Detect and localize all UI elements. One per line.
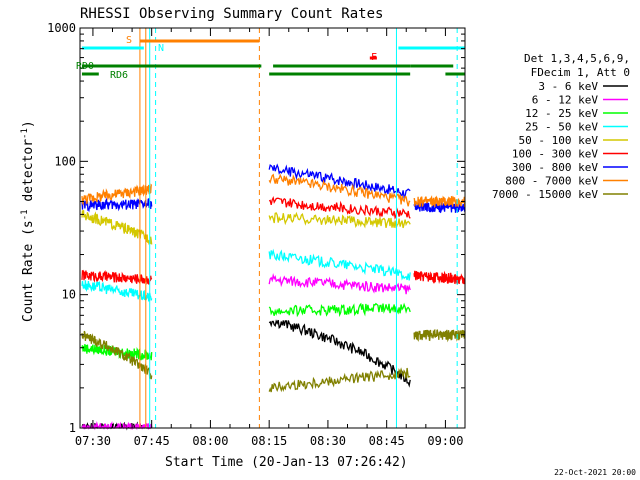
series-line-6-12keV [268,272,411,295]
x-tick-label: 09:00 [427,434,463,448]
annotations: S N F RD0 RD6 [76,35,377,81]
vertical-lines-layer [139,28,458,428]
y-label-part3: ) [21,120,36,128]
y-tick-label: 1000 [47,21,76,35]
legend-label: 300 - 800 keV [512,161,598,174]
night-flag-label: N [158,43,164,54]
x-tick-label: 08:30 [310,434,346,448]
series-line-7000-15000keV [413,329,466,343]
legend-label: 7000 - 15000 keV [492,188,598,201]
legend-label: 800 - 7000 keV [505,175,598,188]
legend-label: 25 - 50 keV [525,121,598,134]
legend-header-line2: FDecim 1, Att 0 [531,66,630,79]
x-tick-label: 08:00 [192,434,228,448]
series-line-800-7000keV [268,173,411,207]
legend-label: 6 - 12 keV [532,94,599,107]
series-line-25-50keV [268,248,411,281]
y-label-sup1: -1 [20,209,30,220]
series-line-100-300keV [268,195,411,220]
x-tick-label: 07:45 [134,434,170,448]
legend-label: 50 - 100 keV [519,134,599,147]
series-line-3-6keV [268,319,411,388]
series-line-50-100keV [268,211,411,229]
y-axis: 1 10 100 1000 [47,21,465,435]
plot-frame [79,27,466,429]
series-line-7000-15000keV [268,367,411,393]
legend-label: 12 - 25 keV [525,107,598,120]
flare-flag-label: F [371,52,377,63]
y-axis-label: Count Rate (s-1 detector-1) [20,120,36,322]
y-tick-label: 10 [62,288,76,302]
chart-title: RHESSI Observing Summary Count Rates [80,6,383,22]
rd0-flag-label: RD0 [76,61,94,72]
rd6-flag-label: RD6 [110,70,128,81]
series-line-12-25keV [268,302,411,318]
x-tick-label: 07:30 [75,434,111,448]
series-line-100-300keV [413,270,466,286]
x-tick-label: 08:15 [251,434,287,448]
series-line-300-800keV [268,163,411,199]
legend: Det 1,3,4,5,6,9, FDecim 1, Att 0 3 - 6 k… [492,52,630,201]
y-label-part1: Count Rate (s [21,220,36,322]
series-line-800-7000keV [413,195,466,208]
footer-date: 22-Oct-2021 20:00 [554,468,636,477]
legend-label: 3 - 6 keV [538,80,598,93]
x-tick-label: 08:45 [369,434,405,448]
y-label-sup2: -1 [20,128,30,139]
y-tick-label: 1 [69,421,76,435]
flag-bars-layer [81,39,465,76]
y-label-part2: detector [21,139,36,210]
x-axis: 07:30 07:45 08:00 08:15 08:30 08:45 09:00 [75,28,463,448]
x-axis-label: Start Time (20-Jan-13 07:26:42) [165,455,408,470]
saa-flag-label: S [126,35,132,46]
y-tick-label: 100 [54,154,76,168]
legend-label: 100 - 300 keV [512,148,598,161]
legend-header-line1: Det 1,3,4,5,6,9, [524,52,630,65]
